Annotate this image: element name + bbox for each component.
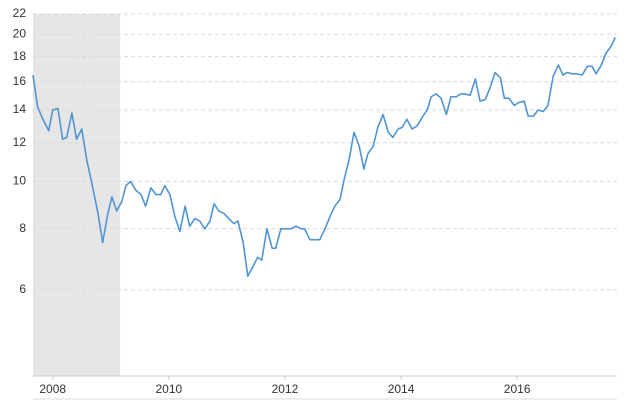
x-tick-label: 2016 (504, 382, 531, 396)
x-tick-label: 2010 (155, 382, 182, 396)
y-tick-label: 12 (13, 135, 27, 149)
x-tick-label: 2014 (388, 382, 415, 396)
y-tick-label: 14 (13, 102, 27, 116)
y-tick-label: 18 (13, 49, 27, 63)
x-tick-label: 2008 (39, 382, 66, 396)
x-tick-label: 2012 (272, 382, 299, 396)
y-tick-label: 20 (13, 26, 27, 40)
y-tick-label: 16 (13, 74, 27, 88)
y-tick-label: 8 (19, 221, 26, 235)
y-tick-label: 6 (19, 282, 26, 296)
data-line (32, 37, 616, 277)
y-tick-label: 22 (13, 6, 27, 20)
shaded-region (33, 14, 121, 376)
y-tick-label: 10 (13, 174, 27, 188)
